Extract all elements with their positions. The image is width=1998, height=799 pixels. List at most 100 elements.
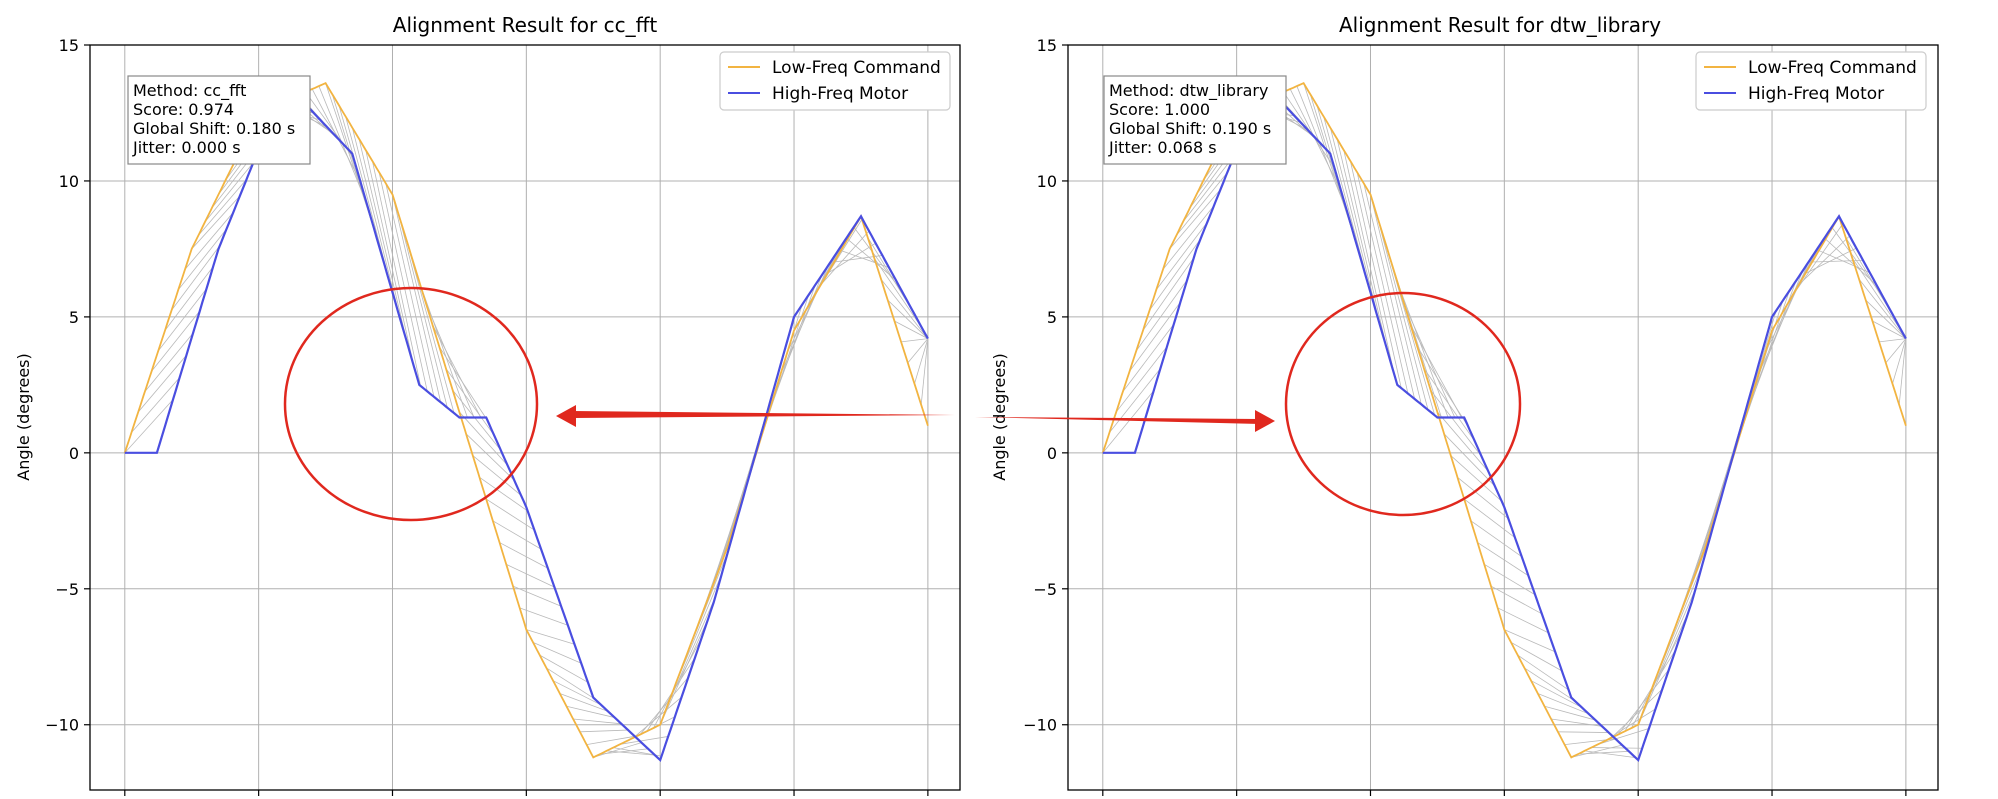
highlight-circle xyxy=(1284,291,1522,517)
connector-line xyxy=(1129,301,1181,372)
connector-line xyxy=(512,585,562,607)
connector-line xyxy=(385,183,435,397)
connector-line xyxy=(526,629,575,645)
connector-line xyxy=(579,729,629,733)
connector-line xyxy=(1370,194,1422,405)
connector-line xyxy=(1182,155,1235,222)
connector-line xyxy=(178,228,227,290)
connector-line xyxy=(820,230,870,286)
connector-line xyxy=(1825,238,1877,286)
connector-line xyxy=(1437,411,1489,472)
y-tick-label: 15 xyxy=(1037,36,1057,55)
connector-line xyxy=(1350,161,1402,389)
connector-line xyxy=(398,216,448,408)
connector-line xyxy=(1584,750,1636,758)
y-tick-label: −10 xyxy=(1023,716,1057,735)
connector-line xyxy=(204,162,254,222)
connector-line xyxy=(439,346,488,421)
connector-line xyxy=(1872,320,1907,340)
panel-cc-fft: Alignment Result for cc_fft Angle (degre… xyxy=(14,13,961,796)
connector-line xyxy=(405,237,455,414)
connector-line xyxy=(599,748,649,755)
connector-line xyxy=(827,242,876,274)
connector-line xyxy=(1109,368,1161,433)
connector-line xyxy=(639,677,689,735)
connector-line xyxy=(1102,390,1154,454)
connector-line xyxy=(840,250,890,269)
connector-line xyxy=(506,563,555,588)
connector-line xyxy=(666,597,716,708)
arrow-right xyxy=(975,417,1260,424)
legend-label-command: Low-Freq Command xyxy=(1748,58,1917,78)
connector-line xyxy=(1885,338,1907,364)
y-tick-label: 5 xyxy=(69,308,79,327)
connector-line xyxy=(619,736,669,745)
info-shift: Global Shift: 0.190 s xyxy=(1109,119,1271,138)
connector-line xyxy=(445,368,495,436)
connector-line xyxy=(392,194,442,403)
info-jitter: Jitter: 0.000 s xyxy=(132,138,241,157)
connector-line xyxy=(1156,222,1208,290)
connector-line xyxy=(874,257,923,330)
connector-line xyxy=(1898,338,1907,405)
connector-line xyxy=(358,138,408,344)
connector-line xyxy=(198,179,247,236)
connector-line xyxy=(1343,149,1395,376)
connector-line xyxy=(633,696,682,739)
legend: Low-Freq Command High-Freq Motor xyxy=(719,51,951,111)
y-tick-label: 15 xyxy=(59,36,79,55)
connector-line xyxy=(1611,688,1663,739)
connector-line xyxy=(1430,390,1482,457)
connector-line xyxy=(1457,477,1509,519)
connector-line xyxy=(485,498,535,531)
panel-dtw-library: Alignment Result for dtw_library Angle (… xyxy=(990,13,1939,796)
legend: Low-Freq Command High-Freq Motor xyxy=(1695,51,1927,111)
info-shift: Global Shift: 0.180 s xyxy=(133,119,295,138)
connector-line xyxy=(499,542,548,569)
connector-line xyxy=(1591,747,1643,749)
y-axis-label: Angle (degrees) xyxy=(14,353,33,481)
connector-line xyxy=(472,455,522,496)
connector-line xyxy=(1858,278,1907,339)
info-box: Method: cc_fft Score: 0.974 Global Shift… xyxy=(127,75,311,165)
connector-line xyxy=(1403,303,1456,418)
connector-line xyxy=(1524,667,1576,702)
connector-line xyxy=(184,212,234,270)
connector-line xyxy=(1296,85,1349,214)
y-tick-label: −10 xyxy=(45,716,79,735)
connector-line xyxy=(1142,257,1195,331)
connector-line xyxy=(566,705,615,718)
connector-line xyxy=(1637,610,1690,725)
legend-label-motor: High-Freq Motor xyxy=(772,84,908,104)
y-axis-label: Angle (degrees) xyxy=(990,353,1009,481)
chart-title: Alignment Result for dtw_library xyxy=(1339,13,1661,37)
connector-line xyxy=(372,161,421,387)
connector-line xyxy=(1818,250,1870,273)
y-tick-label: 5 xyxy=(1047,308,1057,327)
connector-line xyxy=(1450,455,1502,502)
connector-line xyxy=(1879,338,1906,343)
info-score: Score: 0.974 xyxy=(133,100,234,119)
connector-line xyxy=(479,476,528,512)
connector-line xyxy=(452,390,502,451)
connector-line xyxy=(1805,247,1857,274)
connector-line xyxy=(1571,744,1623,758)
connector-line xyxy=(1537,693,1589,715)
connector-line xyxy=(1497,607,1549,634)
connector-line xyxy=(1798,235,1850,286)
connector-line xyxy=(1396,281,1449,418)
connector-line xyxy=(1544,705,1596,721)
connector-line xyxy=(573,718,622,725)
connector-line xyxy=(1865,299,1907,339)
y-tick-labels: 15 10 5 0 −5 −10 xyxy=(1023,36,1068,735)
connector-line xyxy=(1892,338,1907,384)
connector-line xyxy=(1336,138,1389,353)
arrow-left-head xyxy=(556,405,576,427)
info-box: Method: dtw_library Score: 1.000 Global … xyxy=(1103,75,1287,165)
connector-line xyxy=(1597,728,1650,745)
connector-line xyxy=(1376,216,1429,410)
connector-line xyxy=(559,693,609,712)
connector-line xyxy=(124,399,174,454)
connector-line xyxy=(532,641,582,664)
